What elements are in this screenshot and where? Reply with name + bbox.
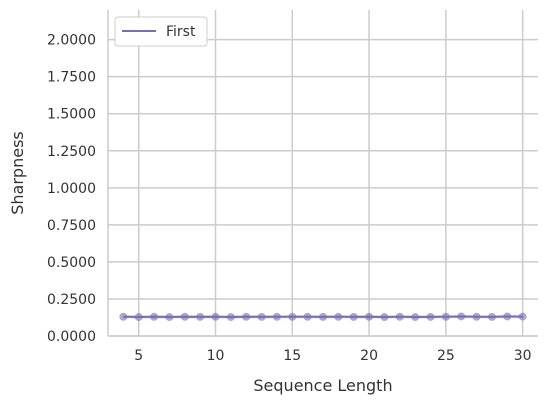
y-tick-label: 1.7500	[47, 70, 96, 86]
legend-box	[114, 16, 208, 47]
legend: First	[114, 16, 208, 47]
axes-frame	[107, 10, 538, 337]
y-tick-label: 1.2500	[47, 144, 96, 160]
y-tick-label: 1.5000	[47, 107, 96, 123]
data-point	[365, 312, 374, 321]
y-axis-title: Sharpness	[8, 131, 27, 215]
y-tick-label: 0.7500	[47, 218, 96, 234]
data-point	[503, 312, 512, 321]
data-point	[457, 312, 466, 321]
data-point	[319, 312, 327, 321]
data-point	[441, 312, 450, 321]
y-tick-label: 0.2500	[47, 292, 96, 308]
data-point	[272, 312, 281, 321]
y-tick-label: 1.0000	[47, 181, 96, 197]
x-tick-label: 10	[207, 348, 225, 364]
plot-area	[108, 10, 538, 336]
series-layer	[119, 312, 527, 322]
data-point	[288, 312, 297, 321]
data-point	[257, 312, 266, 321]
y-axis-ticks: 0.0000 0.2500 0.5000 0.7500 1.0000 1.2500 1.50…	[47, 33, 96, 345]
data-point	[334, 312, 343, 321]
x-tick-label: 30	[514, 348, 532, 364]
data-point	[119, 312, 128, 321]
data-point	[226, 313, 235, 322]
y-tick-label: 2.0000	[47, 33, 96, 49]
data-point	[411, 313, 420, 322]
x-tick-label: 20	[360, 348, 378, 364]
data-point	[395, 312, 404, 321]
data-point	[487, 312, 496, 321]
x-axis-ticks: 5 10 15 20 25 30	[134, 348, 531, 364]
data-point	[196, 312, 205, 321]
data-point	[242, 312, 251, 321]
data-point	[426, 312, 435, 321]
y-tick-label: 0.5000	[47, 255, 96, 271]
x-tick-label: 5	[134, 348, 143, 364]
data-point	[150, 312, 159, 321]
data-point	[180, 312, 189, 321]
legend-label-first: First	[166, 24, 196, 40]
data-point	[380, 313, 389, 322]
data-point	[518, 312, 527, 321]
gridlines	[108, 10, 538, 337]
data-point	[211, 312, 220, 321]
data-point	[303, 312, 312, 321]
y-tick-label: 0.0000	[47, 329, 96, 345]
x-tick-label: 25	[437, 348, 455, 364]
data-point	[165, 313, 174, 322]
data-point	[349, 312, 358, 321]
x-axis-title: Sequence Length	[253, 376, 392, 395]
data-point	[134, 313, 143, 322]
x-tick-label: 15	[283, 348, 301, 364]
data-point	[472, 312, 481, 321]
